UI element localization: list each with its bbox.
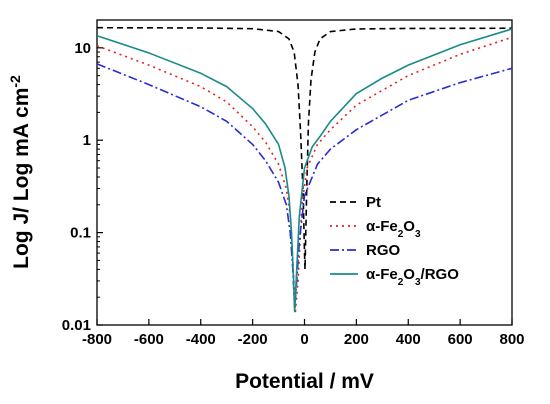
legend-label: α-Fe2O3/RGO xyxy=(366,266,459,288)
x-tick-label: -200 xyxy=(238,331,268,348)
x-tick-label: 0 xyxy=(300,331,308,348)
series-line--fe2o3-rgo xyxy=(96,28,513,313)
x-axis-ticks: -800 -600 -400 -200 0 200 400 600 800 xyxy=(82,319,525,348)
x-tick-label: 400 xyxy=(396,331,421,348)
y-axis-ticks: 0.01 0.1 1 10 xyxy=(62,19,103,334)
series-line-pt xyxy=(96,26,513,271)
y-tick-label: 0.1 xyxy=(70,225,91,242)
x-tick-label: -400 xyxy=(186,331,216,348)
y-axis-label-main: Log J/ Log mA cm xyxy=(10,88,33,269)
x-tick-label: 800 xyxy=(499,331,524,348)
x-tick-label: -800 xyxy=(82,331,112,348)
legend-label: RGO xyxy=(366,242,401,259)
y-tick-label: 10 xyxy=(74,40,91,57)
x-axis-label: Potential / mV xyxy=(235,370,374,393)
y-tick-label: 1 xyxy=(83,132,91,149)
y-axis-label-superscript: -2 xyxy=(7,75,23,88)
legend-label: α-Fe2O3 xyxy=(366,218,421,240)
legend-label: Pt xyxy=(366,194,381,211)
series-layer xyxy=(96,26,513,313)
x-tick-label: -600 xyxy=(134,331,164,348)
y-axis-label: Log J/ Log mA cm-2 xyxy=(7,75,33,269)
x-tick-label: 200 xyxy=(344,331,369,348)
x-tick-label: 600 xyxy=(448,331,473,348)
legend: Pt α-Fe2O3 RGO α-Fe2O3/RGO xyxy=(330,194,459,288)
y-tick-label: 0.01 xyxy=(62,317,91,334)
